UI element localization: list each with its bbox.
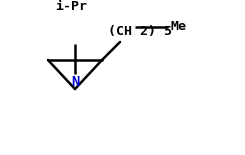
- Text: i-Pr: i-Pr: [55, 0, 87, 13]
- Text: (CH 2) 5: (CH 2) 5: [108, 26, 172, 38]
- Text: N: N: [71, 75, 79, 89]
- Text: Me: Me: [170, 20, 186, 33]
